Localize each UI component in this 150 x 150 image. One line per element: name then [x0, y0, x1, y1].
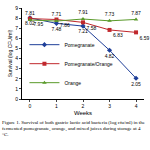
svg-text:4.82: 4.82 — [105, 53, 115, 59]
svg-text:7.91: 7.91 — [78, 9, 88, 15]
svg-text:7.48: 7.48 — [52, 26, 62, 32]
svg-text:6: 6 — [15, 35, 18, 41]
svg-text:3: 3 — [15, 65, 18, 71]
svg-text:Pomegranate: Pomegranate — [64, 42, 94, 48]
svg-text:4: 4 — [15, 55, 18, 61]
svg-text:7.71: 7.71 — [52, 11, 62, 17]
svg-text:6.59: 6.59 — [140, 35, 150, 41]
svg-text:Weeks: Weeks — [74, 110, 92, 116]
svg-text:Survival (log CFU/ml): Survival (log CFU/ml) — [7, 29, 13, 77]
svg-text:2: 2 — [15, 76, 18, 82]
svg-text:Pomegranate/Orange: Pomegranate/Orange — [64, 61, 112, 67]
svg-text:7.87: 7.87 — [131, 10, 141, 16]
svg-text:8.02: 8.02 — [25, 20, 35, 26]
svg-text:7.21: 7.21 — [78, 28, 88, 34]
svg-text:Orange: Orange — [64, 80, 81, 86]
svg-text:0: 0 — [29, 103, 32, 109]
svg-text:8: 8 — [15, 15, 18, 21]
svg-text:7.81: 7.81 — [25, 10, 35, 16]
svg-text:7.73: 7.73 — [105, 11, 115, 17]
html-text:Figure 1. Survival of both gas: Figure 1. Survival of both gastric lacti… — [2, 120, 145, 137]
svg-text:3: 3 — [108, 103, 111, 109]
svg-text:5: 5 — [15, 45, 18, 51]
svg-text:4: 4 — [135, 103, 138, 109]
svg-text:1: 1 — [15, 86, 18, 92]
svg-text:2: 2 — [82, 103, 85, 109]
svg-text:7.86: 7.86 — [60, 22, 70, 28]
svg-text:7.58: 7.58 — [87, 25, 97, 31]
svg-text:9: 9 — [15, 5, 18, 11]
svg-text:7: 7 — [15, 25, 18, 31]
svg-text:2.05: 2.05 — [131, 81, 141, 87]
svg-text:0: 0 — [15, 96, 18, 102]
svg-text:1: 1 — [55, 103, 58, 109]
svg-text:6.83: 6.83 — [113, 32, 123, 38]
svg-text:7.95: 7.95 — [33, 21, 43, 27]
